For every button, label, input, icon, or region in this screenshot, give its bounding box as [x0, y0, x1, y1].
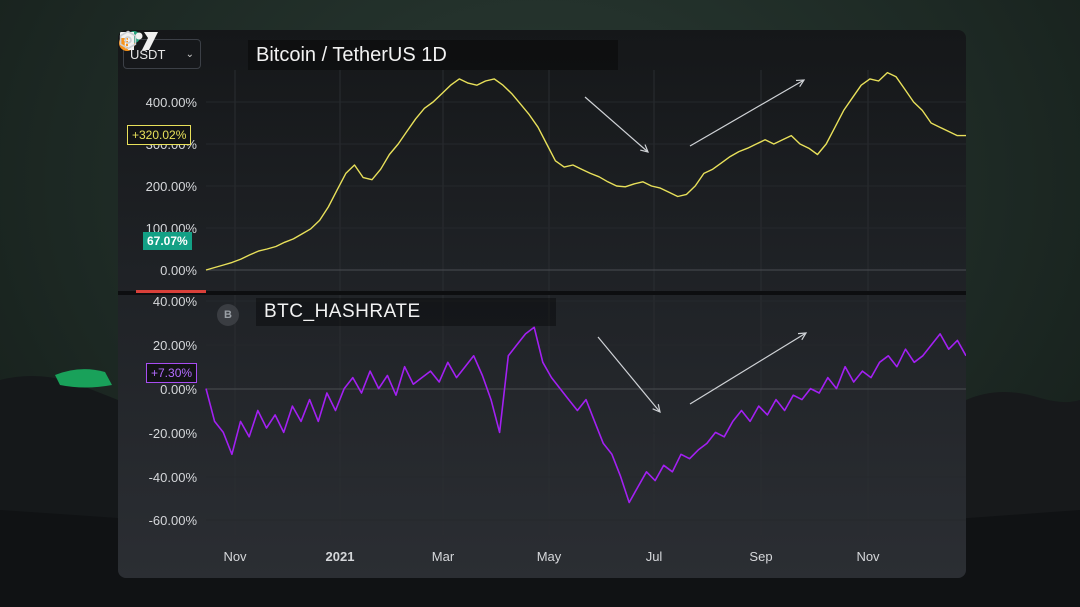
hashrate-current-badge: +7.30% — [146, 363, 198, 383]
annotation-arrow-down-1 — [584, 96, 649, 153]
series-line-p0 — [205, 71, 966, 271]
svg-text:₿: ₿ — [123, 38, 130, 50]
x-tick-label: Mar — [432, 549, 455, 564]
chart-canvas[interactable]: 400.00%300.00%200.00%100.00%0.00%40.00%2… — [118, 30, 966, 578]
annotation-arrow-down-1-head — [640, 144, 649, 153]
price-marker-badge: 67.07% — [143, 232, 192, 250]
y-tick-label: 400.00% — [146, 95, 198, 110]
x-tick-label: Nov — [223, 549, 247, 564]
y-tick-label: 20.00% — [153, 338, 198, 353]
currency-value: USDT — [130, 46, 166, 62]
annotation-arrow-down-2 — [597, 336, 661, 413]
y-tick-label: 40.00% — [153, 294, 198, 309]
x-tick-label: Nov — [856, 549, 880, 564]
chart-card: 400.00%300.00%200.00%100.00%0.00%40.00%2… — [118, 30, 966, 578]
pane-separator — [118, 291, 966, 295]
y-tick-label: 0.00% — [160, 263, 197, 278]
price-current-badge: +320.02% — [127, 125, 192, 145]
settings-icon[interactable] — [118, 30, 138, 50]
annotation-arrow-up-2 — [689, 332, 807, 405]
annotation-arrow-up-1-head — [795, 79, 806, 88]
x-tick-label: Sep — [749, 549, 772, 564]
hashrate-symbol-icon: B — [217, 304, 239, 326]
annotation-arrow-up-2-head — [797, 332, 808, 341]
pane1-title: Bitcoin / TetherUS 1D — [248, 40, 618, 70]
y-tick-label: 200.00% — [146, 179, 198, 194]
y-tick-label: -60.00% — [149, 513, 198, 528]
separator-marker — [136, 290, 206, 293]
x-tick-label: May — [537, 549, 562, 564]
x-tick-label: Jul — [646, 549, 663, 564]
chevron-down-icon: ⌄ — [185, 48, 194, 60]
y-tick-label: -20.00% — [149, 426, 198, 441]
y-tick-label: 0.00% — [160, 382, 197, 397]
annotation-arrow-up-1 — [689, 79, 805, 147]
series-line-p1 — [205, 326, 966, 504]
tradingview-logo-icon — [120, 32, 158, 50]
annotation-arrow-down-2-head — [652, 404, 661, 414]
x-tick-label: 2021 — [326, 549, 355, 564]
y-tick-label: -40.00% — [149, 470, 198, 485]
pane2-title: BTC_HASHRATE — [256, 298, 556, 326]
